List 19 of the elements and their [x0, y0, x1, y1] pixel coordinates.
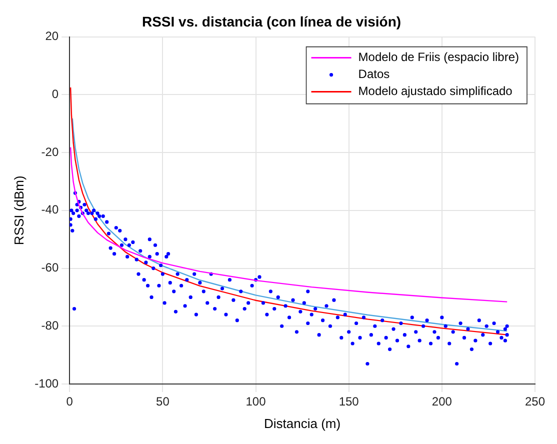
x-tick-label: 250 [524, 394, 546, 409]
x-tick-label: 50 [156, 394, 170, 409]
y-axis-title: RSSI (dBm) [11, 176, 26, 246]
y-tick-label: -60 [41, 260, 59, 275]
y-tick-label: -40 [41, 202, 59, 217]
x-tick-label: 200 [432, 394, 452, 409]
x-tick-label: 100 [246, 394, 266, 409]
y-tick-label: -80 [41, 318, 59, 332]
x-tick-label: 150 [338, 394, 360, 409]
legend-label: Modelo ajustado simplificado [358, 84, 513, 98]
legend-label: Modelo de Friis (espacio libre) [358, 50, 520, 64]
y-tick-label: 20 [45, 29, 59, 44]
chart-title: RSSI vs. distancia (con línea de visión) [142, 13, 402, 30]
legend-label: Datos [358, 67, 390, 82]
x-axis-title: Distancia (m) [264, 416, 341, 431]
y-tick-label: -100 [34, 376, 59, 390]
x-tick-label: 0 [66, 394, 74, 409]
y-tick-label: 0 [52, 86, 59, 101]
y-tick-label: -20 [41, 144, 59, 159]
